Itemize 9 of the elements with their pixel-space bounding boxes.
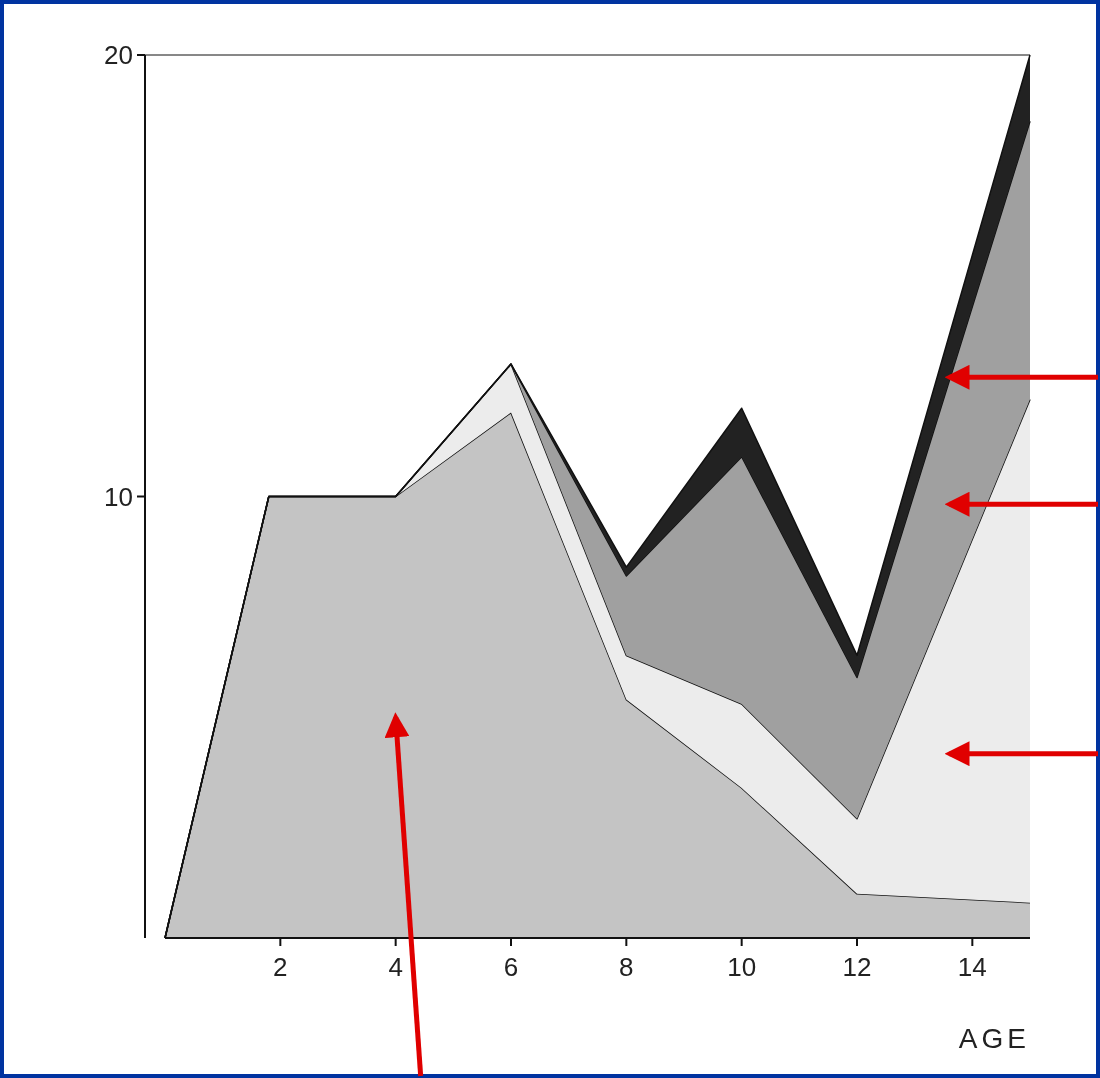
x-tick-label: 2 (273, 952, 288, 982)
x-tick-label: 14 (957, 952, 987, 982)
x-tick-label: 6 (503, 952, 519, 982)
x-tick-label: 4 (388, 952, 403, 982)
x-axis-title: AGE (958, 1023, 1030, 1054)
x-tick-label: 12 (842, 952, 872, 982)
x-tick-label: 8 (619, 952, 634, 982)
y-tick-label: 20 (104, 40, 133, 71)
x-tick-label: 10 (727, 952, 757, 982)
